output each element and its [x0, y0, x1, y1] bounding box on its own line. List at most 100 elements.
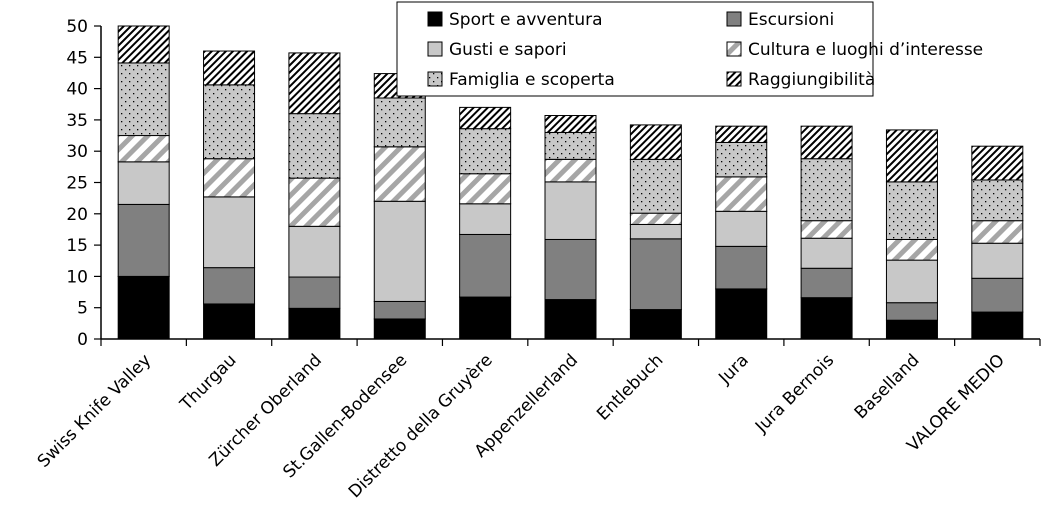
x-tick-label: Jura: [714, 350, 752, 388]
bar-segment-sport: [629, 309, 682, 340]
legend-swatch-famiglia: [427, 71, 443, 87]
bar-segment-gusti: [715, 210, 768, 247]
bar-segment-cultura: [117, 135, 170, 163]
y-tick-label: 45: [66, 48, 88, 68]
y-tick-label: 30: [66, 142, 88, 162]
bar-segment-raggiungibilita: [459, 106, 512, 130]
bar-segment-escursioni: [117, 203, 170, 277]
bar-segment-famiglia: [800, 158, 853, 222]
bar-segment-escursioni: [544, 238, 597, 301]
bar-segment-raggiungibilita: [288, 52, 341, 115]
bar-segment-famiglia: [971, 179, 1024, 222]
bar-segment-escursioni: [629, 238, 682, 311]
bar-segment-gusti: [544, 181, 597, 240]
bar-segment-cultura: [373, 146, 426, 202]
bar-segment-famiglia: [629, 158, 682, 214]
bar-segment-cultura: [800, 220, 853, 239]
bar-segment-cultura: [459, 173, 512, 205]
y-tick-label: 35: [66, 111, 88, 131]
bar-segment-raggiungibilita: [971, 145, 1024, 181]
legend-label-raggiungibilita: Raggiungibilità: [748, 70, 875, 90]
y-tick-label: 25: [66, 174, 88, 194]
bar-segment-escursioni: [715, 245, 768, 290]
legend-label-escursioni: Escursioni: [748, 10, 834, 30]
legend-swatch-escursioni: [726, 11, 742, 27]
bar-segment-escursioni: [373, 300, 426, 320]
bar-segment-famiglia: [459, 128, 512, 175]
bar-segment-cultura: [203, 158, 256, 198]
bar-segment-cultura: [629, 212, 682, 225]
bar-segment-sport: [459, 296, 512, 340]
bar-segment-cultura: [715, 176, 768, 212]
bar-segment-famiglia: [288, 113, 341, 179]
bar-segment-raggiungibilita: [715, 125, 768, 143]
bar-segment-famiglia: [715, 141, 768, 178]
y-tick-label: 10: [66, 267, 88, 287]
bar-segment-famiglia: [885, 181, 938, 240]
bar-segment-gusti: [373, 200, 426, 302]
bar-segment-cultura: [288, 177, 341, 227]
y-tick-label: 0: [77, 330, 88, 350]
bar-segment-escursioni: [800, 267, 853, 299]
bar-segment-escursioni: [203, 267, 256, 305]
bar-segment-gusti: [117, 161, 170, 205]
legend-swatch-cultura: [726, 41, 742, 57]
bar-segment-raggiungibilita: [544, 115, 597, 133]
y-tick-label: 50: [66, 17, 88, 37]
bar-segment-cultura: [885, 238, 938, 261]
bar-segment-sport: [715, 288, 768, 340]
bar-segment-famiglia: [117, 62, 170, 137]
bar-segment-escursioni: [288, 276, 341, 309]
x-tick-label: Distretto della Gruyère: [345, 350, 497, 502]
bar-segment-raggiungibilita: [117, 25, 170, 64]
legend-swatch-sport: [427, 11, 443, 27]
legend-label-cultura: Cultura e luoghi d’interesse: [748, 40, 983, 60]
bars-group: [117, 25, 1024, 340]
bar-segment-raggiungibilita: [800, 125, 853, 160]
bar-segment-cultura: [544, 158, 597, 183]
y-tick-label: 40: [66, 80, 88, 100]
bar-segment-gusti: [885, 259, 938, 304]
bar-segment-gusti: [288, 225, 341, 278]
y-axis: 0 5 10 15 20 25 30 35 40 45 50: [66, 17, 102, 350]
legend-label-sport: Sport e avventura: [449, 10, 603, 30]
bar-segment-sport: [885, 319, 938, 340]
bar-segment-sport: [373, 318, 426, 340]
x-tick-label: Jura Bernois: [751, 350, 838, 437]
bar-segment-famiglia: [373, 97, 426, 148]
bar-segment-cultura: [971, 220, 1024, 244]
legend-label-famiglia: Famiglia e scoperta: [449, 70, 615, 90]
x-tick-label: Entlebuch: [593, 350, 667, 424]
bar-segment-raggiungibilita: [629, 124, 682, 160]
bar-segment-escursioni: [971, 277, 1024, 313]
legend-label-gusti: Gusti e sapori: [449, 40, 567, 60]
bar-segment-escursioni: [459, 233, 512, 298]
bar-segment-famiglia: [203, 84, 256, 160]
legend-swatch-gusti: [427, 41, 443, 57]
bar-segment-sport: [288, 307, 341, 340]
y-tick-label: 15: [66, 236, 88, 256]
x-tick-label: Swiss Knife Valley: [34, 350, 155, 471]
x-tick-label: Thurgau: [176, 350, 241, 415]
bar-segment-famiglia: [544, 131, 597, 160]
y-tick-label: 5: [77, 299, 88, 319]
bar-segment-gusti: [459, 203, 512, 235]
legend-frame: [396, 1, 874, 97]
bar-segment-sport: [800, 297, 853, 340]
bar-segment-gusti: [203, 196, 256, 269]
bar-segment-gusti: [971, 242, 1024, 279]
bar-segment-raggiungibilita: [203, 50, 256, 86]
legend: Sport e avventura Escursioni Gusti e sap…: [396, 1, 983, 97]
bar-segment-sport: [203, 303, 256, 340]
bar-segment-sport: [544, 299, 597, 340]
bar-segment-sport: [971, 311, 1024, 340]
bar-segment-raggiungibilita: [885, 129, 938, 183]
bar-segment-gusti: [629, 223, 682, 240]
x-tick-label: Baselland: [851, 350, 924, 423]
bar-segment-sport: [117, 275, 170, 340]
bar-segment-escursioni: [885, 302, 938, 321]
y-tick-label: 20: [66, 205, 88, 225]
legend-swatch-raggiungibilita: [726, 71, 742, 87]
